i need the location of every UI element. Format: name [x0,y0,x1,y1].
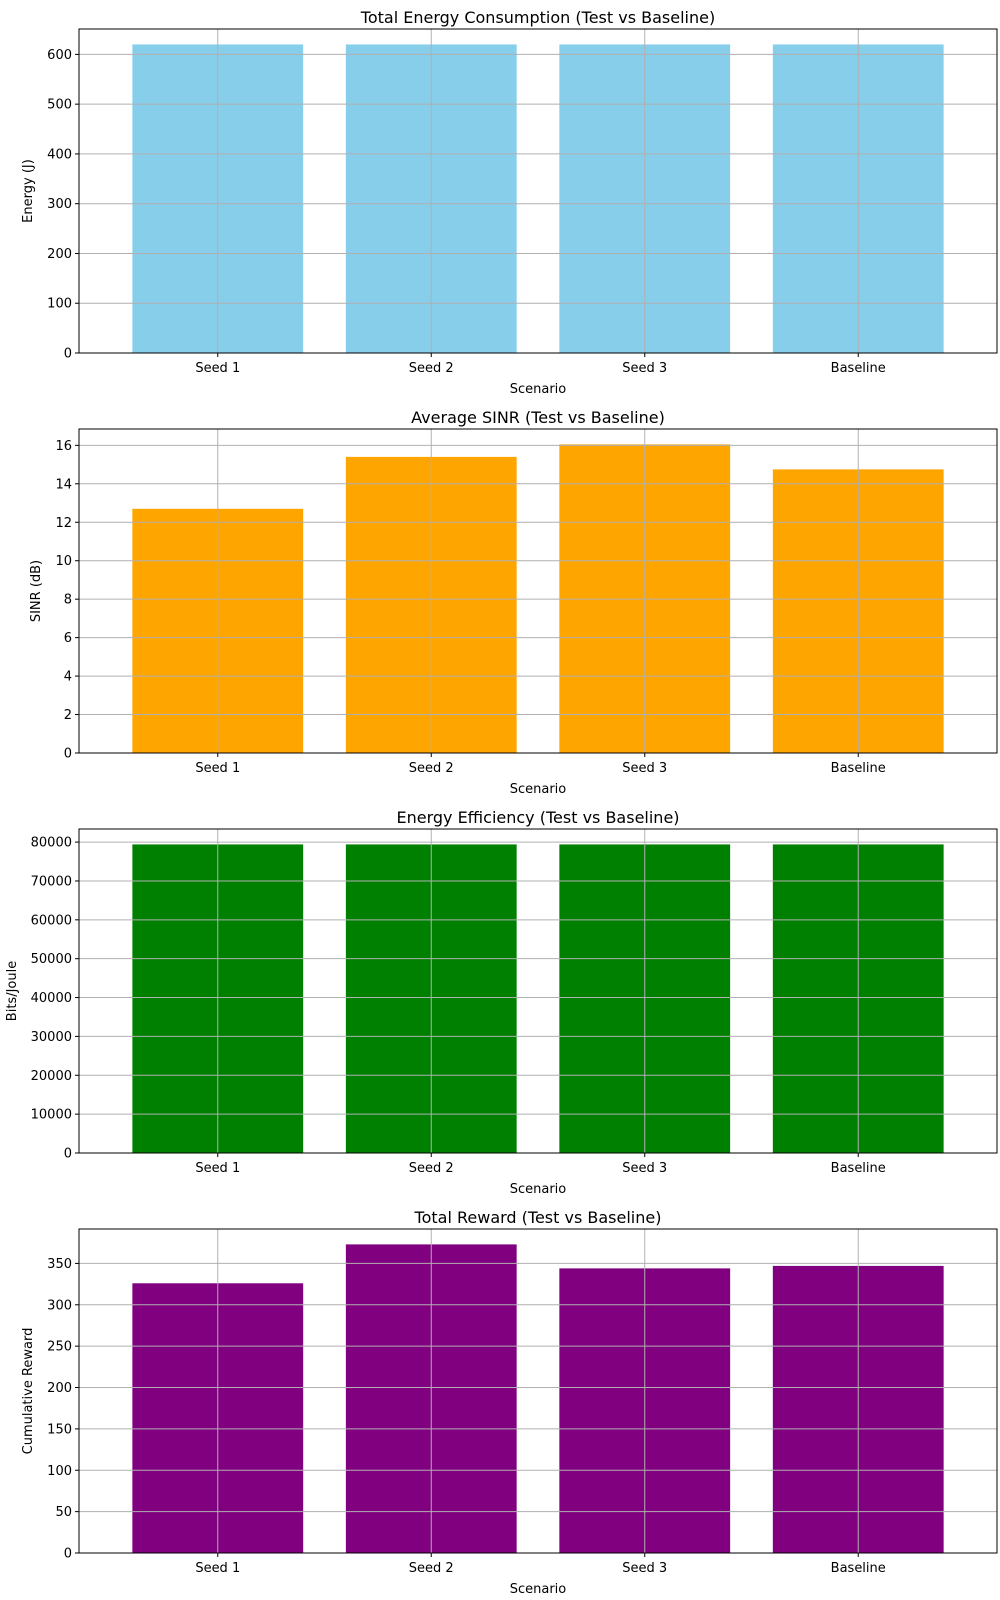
x-tick-label: Seed 1 [195,1161,240,1176]
y-axis-label: SINR (dB) [29,560,44,622]
x-tick-label: Seed 3 [622,361,667,376]
y-tick-label: 400 [47,147,72,162]
axes-frame [78,828,998,1154]
x-tick-label: Seed 1 [195,361,240,376]
y-tick-label: 20000 [31,1069,72,1084]
y-tick-label: 350 [47,1257,72,1272]
x-tick-label: Seed 1 [195,1561,240,1576]
y-tick-label: 600 [47,48,72,63]
y-axis-label: Bits/Joule [5,961,20,1021]
y-tick-label: 16 [55,439,72,454]
chart-title: Total Energy Consumption (Test vs Baseli… [360,8,715,27]
x-axis-label: Scenario [510,1182,567,1197]
y-tick-label: 0 [64,347,72,362]
y-tick-label: 10000 [31,1108,72,1123]
x-tick-label: Seed 3 [622,1561,667,1576]
x-tick-label: Baseline [831,761,886,776]
y-tick-label: 70000 [31,874,72,889]
chart-title: Average SINR (Test vs Baseline) [411,408,665,427]
y-tick-label: 500 [47,98,72,113]
y-tick-label: 300 [47,197,72,212]
chart-title: Energy Efficiency (Test vs Baseline) [396,808,679,827]
x-axis-label: Scenario [510,782,567,797]
y-tick-label: 0 [64,1547,72,1562]
x-axis-label: Scenario [510,1582,567,1597]
y-axis-label: Cumulative Reward [21,1328,36,1455]
y-tick-label: 4 [64,670,72,685]
x-tick-label: Seed 3 [622,761,667,776]
chart-3: 0 10000 20000 30000 40000 50000 60000 70000 8000… [5,808,998,1197]
y-tick-label: 100 [47,297,72,312]
x-tick-label: Seed 2 [409,761,454,776]
y-tick-label: 14 [55,477,72,492]
x-tick-label: Seed 2 [409,1561,454,1576]
axes-frame [78,1228,998,1554]
y-tick-label: 30000 [31,1030,72,1045]
x-axis-label: Scenario [510,382,567,397]
y-tick-label: 100 [47,1464,72,1479]
chart-2: 0 2 4 6 8 10 12 14 16 Seed 1 Seed 2 Seed 3 Baseline A… [29,408,998,797]
chart-title: Total Reward (Test vs Baseline) [414,1208,662,1227]
y-tick-label: 2 [64,708,72,723]
y-tick-label: 60000 [31,913,72,928]
y-tick-label: 150 [47,1422,72,1437]
y-tick-label: 10 [55,554,72,569]
y-axis-label: Energy (J) [21,159,36,223]
x-tick-label: Baseline [831,361,886,376]
y-tick-label: 40000 [31,991,72,1006]
y-tick-label: 50000 [31,952,72,967]
y-tick-label: 250 [47,1340,72,1355]
axes-frame [78,28,998,354]
y-tick-label: 6 [64,631,72,646]
y-tick-label: 50 [55,1505,72,1520]
y-tick-label: 12 [55,516,72,531]
x-tick-label: Seed 3 [622,1161,667,1176]
y-tick-label: 200 [47,247,72,262]
axes-frame [78,428,998,754]
y-tick-label: 0 [64,1147,72,1162]
y-tick-label: 8 [64,593,72,608]
y-tick-label: 300 [47,1298,72,1313]
x-tick-label: Baseline [831,1561,886,1576]
y-tick-label: 80000 [31,836,72,851]
x-tick-label: Seed 1 [195,761,240,776]
y-tick-label: 0 [64,747,72,762]
chart-4: 0 50 100 150 200 250 300 350 Seed 1 Seed 2 Seed 3 B… [21,1208,998,1597]
chart-1: 0 100 200 300 400 500 600 Seed 1 Seed 2 Seed 3 Bas… [21,8,998,397]
y-tick-label: 200 [47,1381,72,1396]
x-tick-label: Seed 2 [409,361,454,376]
x-tick-label: Seed 2 [409,1161,454,1176]
x-tick-label: Baseline [831,1161,886,1176]
